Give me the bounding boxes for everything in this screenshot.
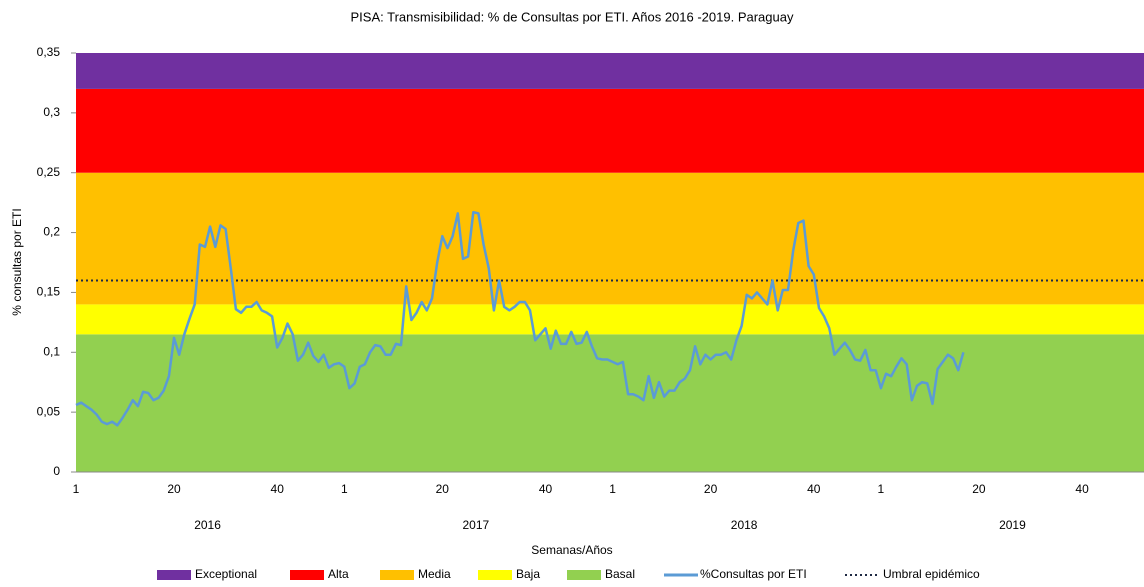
x-tick-label: 40	[271, 482, 285, 496]
data-line	[75, 210, 965, 427]
y-axis-title: % consultas por ETI	[10, 208, 24, 315]
y-tick-label: 0,2	[43, 225, 60, 239]
x-tick-label: 1	[341, 482, 348, 496]
chart-title: PISA: Transmisibilidad: % de Consultas p…	[351, 9, 794, 24]
x-group-label: 2019	[999, 518, 1026, 532]
y-tick-label: 0	[53, 464, 60, 478]
legend-label: Umbral epidémico	[883, 567, 980, 581]
band	[76, 88, 1144, 173]
x-tick-label: 1	[73, 482, 80, 496]
legend-label: Basal	[605, 567, 635, 581]
y-tick-label: 0,25	[37, 165, 61, 179]
legend-swatch	[290, 570, 324, 580]
x-tick-label: 40	[539, 482, 553, 496]
legend-label: %Consultas por ETI	[700, 567, 807, 581]
legend-label: Media	[418, 567, 451, 581]
legend-label: Alta	[328, 567, 349, 581]
x-tick-label: 40	[807, 482, 821, 496]
legend-label: Baja	[516, 567, 540, 581]
x-tick-label: 20	[167, 482, 181, 496]
y-tick-label: 0,15	[37, 285, 61, 299]
x-group-label: 2016	[194, 518, 221, 532]
band	[76, 304, 1144, 335]
x-tick-label: 20	[972, 482, 986, 496]
x-tick-label: 1	[878, 482, 885, 496]
x-group-label: 2018	[731, 518, 758, 532]
x-tick-label: 20	[704, 482, 718, 496]
legend-swatch	[478, 570, 512, 580]
y-tick-label: 0,1	[43, 344, 60, 358]
x-tick-label: 40	[1075, 482, 1089, 496]
band	[76, 334, 1144, 472]
y-tick-label: 0,35	[37, 45, 61, 59]
band	[76, 53, 1144, 89]
y-tick-label: 0,3	[43, 105, 60, 119]
x-group-label: 2017	[463, 518, 490, 532]
legend-label: Exceptional	[195, 567, 257, 581]
y-tick-label: 0,05	[37, 404, 61, 418]
legend-swatch	[380, 570, 414, 580]
x-tick-label: 20	[436, 482, 450, 496]
band	[76, 172, 1144, 305]
x-axis-title: Semanas/Años	[531, 543, 612, 557]
x-tick-label: 1	[609, 482, 616, 496]
legend-swatch	[567, 570, 601, 580]
legend-swatch	[157, 570, 191, 580]
